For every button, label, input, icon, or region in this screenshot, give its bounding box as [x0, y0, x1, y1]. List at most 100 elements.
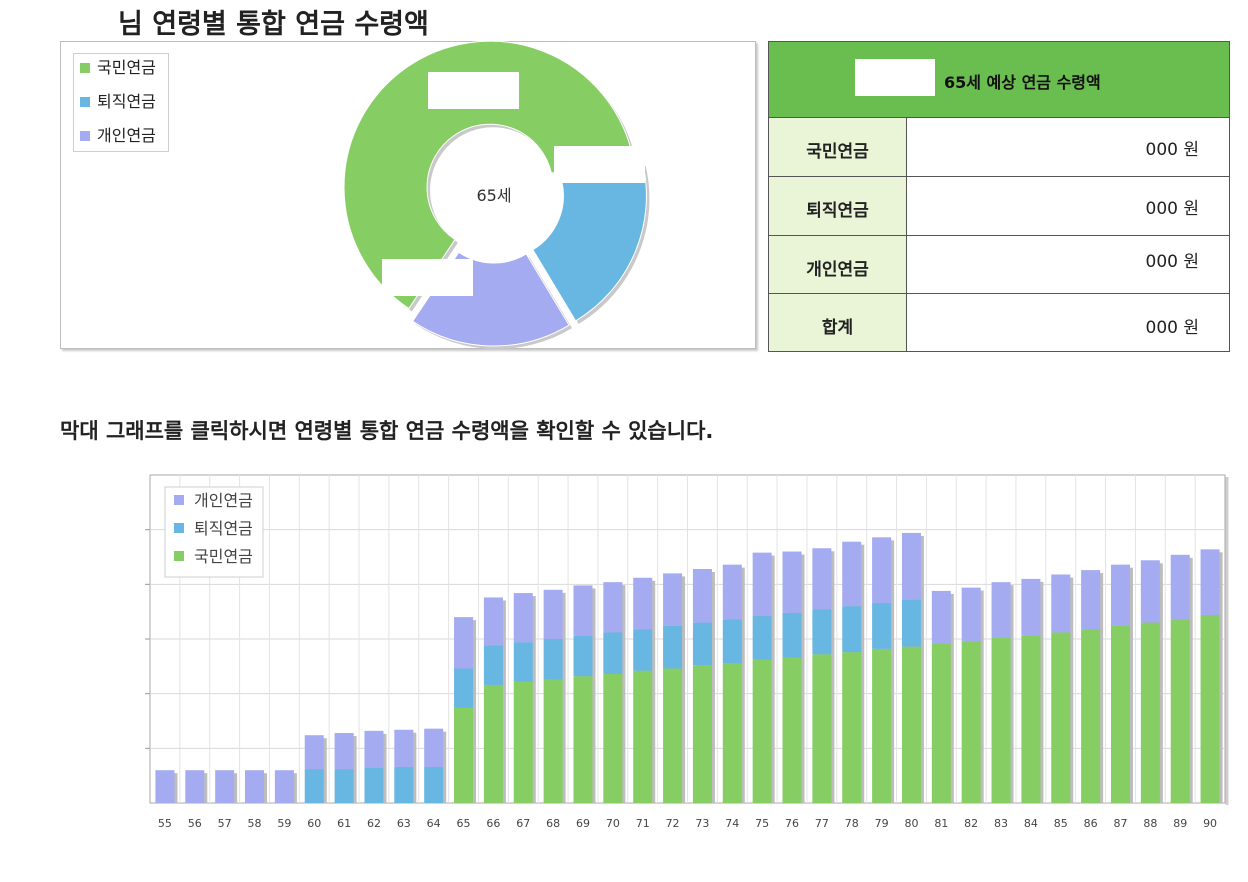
bar-segment-personal-87[interactable]	[1110, 564, 1130, 626]
donut-slice-national[interactable]	[343, 40, 633, 310]
bar-segment-national-84[interactable]	[1021, 635, 1041, 803]
bar-segment-personal-86[interactable]	[1081, 570, 1101, 630]
bar-segment-personal-74[interactable]	[722, 564, 742, 620]
bar-segment-national-88[interactable]	[1140, 622, 1160, 803]
bar-segment-personal-71[interactable]	[633, 577, 653, 630]
bar-segment-personal-73[interactable]	[692, 569, 712, 623]
redacted-label	[382, 259, 473, 296]
bar-segment-national-83[interactable]	[991, 637, 1011, 803]
bar-segment-personal-58[interactable]	[245, 770, 265, 803]
bar-segment-national-77[interactable]	[812, 654, 832, 803]
bar-segment-personal-57[interactable]	[215, 770, 235, 803]
bar-segment-national-72[interactable]	[663, 668, 683, 803]
bar-segment-personal-55[interactable]	[155, 770, 175, 803]
legend-swatch	[174, 523, 184, 533]
x-tick-label: 67	[516, 817, 530, 830]
bar-segment-retirement-75[interactable]	[752, 616, 772, 660]
bar-segment-national-85[interactable]	[1051, 632, 1071, 803]
x-tick-label: 56	[188, 817, 202, 830]
bar-segment-national-81[interactable]	[931, 643, 951, 803]
row-label: 개인연금	[769, 236, 907, 293]
bar-segment-national-66[interactable]	[483, 684, 503, 803]
bar-segment-retirement-68[interactable]	[543, 639, 563, 680]
bar-segment-retirement-71[interactable]	[633, 629, 653, 671]
bar-segment-personal-62[interactable]	[364, 730, 384, 769]
bar-segment-personal-69[interactable]	[573, 585, 593, 636]
stacked-bar-chart[interactable]: 55 56 57 58 59 60 61 62 63 64 65 66 67 68 69 70 71 72 73 74…	[0, 460, 1248, 882]
bar-segment-national-89[interactable]	[1170, 619, 1190, 803]
bar-segment-national-86[interactable]	[1081, 629, 1101, 803]
bar-segment-national-78[interactable]	[842, 652, 862, 803]
bar-segment-retirement-61[interactable]	[334, 769, 354, 803]
bar-segment-national-67[interactable]	[513, 681, 533, 803]
bar-segment-national-75[interactable]	[752, 659, 772, 803]
bar-segment-national-70[interactable]	[603, 673, 623, 803]
bar-segment-personal-81[interactable]	[931, 590, 951, 644]
bar-segment-national-87[interactable]	[1110, 625, 1130, 803]
bar-segment-retirement-62[interactable]	[364, 768, 384, 803]
bar-segment-retirement-70[interactable]	[603, 632, 623, 674]
bar-segment-retirement-64[interactable]	[424, 766, 444, 803]
bar-segment-national-79[interactable]	[872, 648, 892, 803]
bar-segment-personal-66[interactable]	[483, 597, 503, 646]
bar-segment-personal-80[interactable]	[901, 532, 921, 600]
bar-segment-retirement-66[interactable]	[483, 645, 503, 685]
bar-segment-personal-61[interactable]	[334, 733, 354, 770]
bar-segment-personal-89[interactable]	[1170, 554, 1190, 620]
bar-segment-personal-84[interactable]	[1021, 578, 1041, 636]
bar-segment-personal-78[interactable]	[842, 541, 862, 607]
bar-segment-personal-79[interactable]	[872, 537, 892, 603]
bar-segment-personal-83[interactable]	[991, 582, 1011, 638]
bar-segment-retirement-69[interactable]	[573, 635, 593, 677]
bar-segment-retirement-63[interactable]	[394, 766, 414, 803]
bar-legend-item-retirement[interactable]: 퇴직연금	[194, 519, 253, 538]
donut-slice-retirement[interactable]	[532, 162, 647, 322]
bar-segment-personal-72[interactable]	[663, 573, 683, 626]
bar-segment-retirement-80[interactable]	[901, 599, 921, 647]
bar-segment-national-73[interactable]	[692, 665, 712, 803]
bar-segment-retirement-77[interactable]	[812, 609, 832, 655]
bar-segment-national-69[interactable]	[573, 676, 593, 803]
x-tick-label: 66	[486, 817, 500, 830]
bar-segment-national-74[interactable]	[722, 663, 742, 803]
bar-segment-retirement-79[interactable]	[872, 602, 892, 649]
bar-segment-personal-64[interactable]	[424, 728, 444, 767]
bar-segment-retirement-76[interactable]	[782, 612, 802, 658]
bar-segment-national-90[interactable]	[1200, 614, 1220, 803]
bar-segment-personal-75[interactable]	[752, 552, 772, 617]
bar-segment-personal-68[interactable]	[543, 589, 563, 639]
bar-segment-personal-76[interactable]	[782, 551, 802, 613]
bar-segment-national-82[interactable]	[961, 641, 981, 803]
bar-segment-personal-67[interactable]	[513, 593, 533, 643]
bar-segment-national-71[interactable]	[633, 670, 653, 803]
bar-segment-personal-59[interactable]	[274, 770, 294, 803]
bar-segment-personal-88[interactable]	[1140, 560, 1160, 623]
bar-segment-retirement-74[interactable]	[722, 619, 742, 664]
bar-segment-personal-56[interactable]	[185, 770, 205, 803]
bar-segment-personal-90[interactable]	[1200, 549, 1220, 615]
bar-segment-national-80[interactable]	[901, 646, 921, 803]
bar-segment-retirement-67[interactable]	[513, 642, 533, 682]
donut-chart[interactable]: 65세	[0, 0, 760, 360]
bar-segment-retirement-73[interactable]	[692, 622, 712, 666]
donut-legend-item-national[interactable]: 국민연금	[80, 58, 156, 78]
bar-legend-item-national[interactable]: 국민연금	[194, 547, 253, 566]
bar-segment-personal-85[interactable]	[1051, 574, 1071, 633]
x-tick-label: 59	[277, 817, 291, 830]
bar-segment-retirement-72[interactable]	[663, 625, 683, 669]
donut-legend-item-retirement[interactable]: 퇴직연금	[80, 92, 156, 112]
bar-segment-personal-70[interactable]	[603, 582, 623, 633]
bar-segment-retirement-60[interactable]	[304, 769, 324, 803]
bar-segment-retirement-65[interactable]	[454, 668, 474, 708]
bar-legend-item-personal[interactable]: 개인연금	[194, 491, 253, 510]
bar-segment-personal-82[interactable]	[961, 587, 981, 642]
bar-segment-national-65[interactable]	[454, 707, 474, 803]
bar-segment-national-68[interactable]	[543, 679, 563, 803]
bar-segment-retirement-78[interactable]	[842, 606, 862, 653]
bar-segment-personal-60[interactable]	[304, 735, 324, 770]
bar-segment-personal-65[interactable]	[454, 617, 474, 669]
bar-segment-personal-63[interactable]	[394, 729, 414, 767]
donut-legend-item-personal[interactable]: 개인연금	[80, 126, 156, 146]
bar-segment-national-76[interactable]	[782, 657, 802, 803]
bar-segment-personal-77[interactable]	[812, 548, 832, 610]
